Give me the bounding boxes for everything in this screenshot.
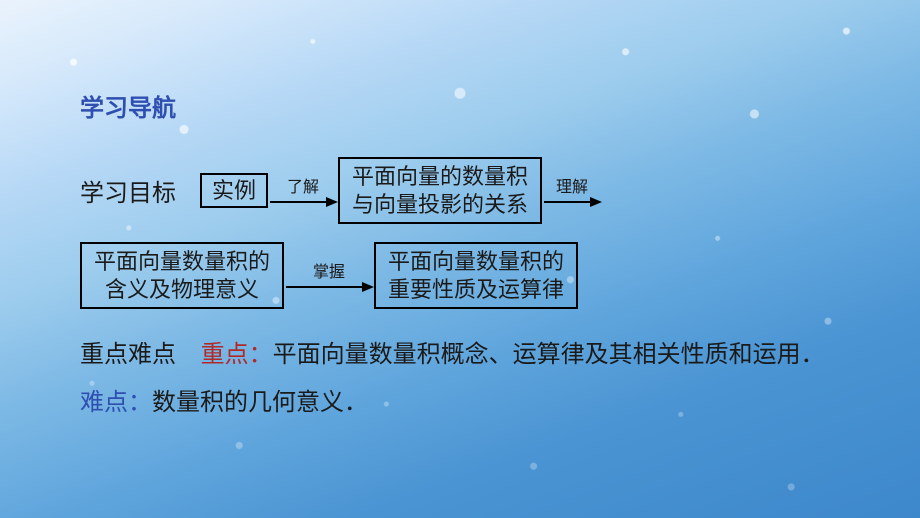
difficulty-text: 数量积的几何意义． bbox=[152, 389, 368, 416]
key-text: 平面向量数量积概念、运算律及其相关性质和运用． bbox=[273, 341, 825, 368]
box3-line1: 平面向量数量积的 bbox=[94, 248, 270, 276]
arrow-icon bbox=[542, 195, 602, 209]
box4-line1: 平面向量数量积的 bbox=[388, 248, 564, 276]
arrow-icon bbox=[284, 280, 374, 294]
keypoints-line-2: 难点：数量积的几何意义． bbox=[80, 379, 860, 427]
slide-content: 学习导航 学习目标 实例 了解 平面向量的数量积 与向量投影的关系 理解 平面向… bbox=[80, 88, 860, 427]
section-title: 学习导航 bbox=[80, 88, 860, 123]
flow-box-meaning: 平面向量数量积的 含义及物理意义 bbox=[80, 242, 284, 309]
flow-box-properties: 平面向量数量积的 重要性质及运算律 bbox=[374, 242, 578, 309]
difficulty-label: 难点： bbox=[80, 389, 152, 416]
box2-line1: 平面向量的数量积 bbox=[352, 163, 528, 191]
flow-arrow-3: 掌握 bbox=[284, 258, 374, 294]
flow-arrow-1: 了解 bbox=[268, 173, 338, 209]
flow-box-projection: 平面向量的数量积 与向量投影的关系 bbox=[338, 157, 542, 224]
box4-line2: 重要性质及运算律 bbox=[388, 276, 564, 304]
keypoints-line-1: 重点难点 重点：平面向量数量积概念、运算律及其相关性质和运用． bbox=[80, 331, 860, 379]
flow-row-1: 学习目标 实例 了解 平面向量的数量积 与向量投影的关系 理解 bbox=[80, 157, 860, 224]
arrow-label-comprehend: 理解 bbox=[556, 173, 588, 197]
keypoints-label: 重点难点 bbox=[80, 341, 176, 368]
flow-box-example: 实例 bbox=[200, 173, 268, 209]
key-label: 重点： bbox=[201, 341, 273, 368]
flow-row-2: 平面向量数量积的 含义及物理意义 掌握 平面向量数量积的 重要性质及运算律 bbox=[80, 242, 860, 309]
arrow-label-master: 掌握 bbox=[313, 258, 345, 282]
flow-arrow-2: 理解 bbox=[542, 173, 602, 209]
arrow-icon bbox=[268, 195, 338, 209]
objective-label: 学习目标 bbox=[80, 173, 176, 208]
box3-line2: 含义及物理意义 bbox=[94, 276, 270, 304]
box2-line2: 与向量投影的关系 bbox=[352, 191, 528, 219]
arrow-label-understand: 了解 bbox=[287, 173, 319, 197]
keypoints-block: 重点难点 重点：平面向量数量积概念、运算律及其相关性质和运用． 难点：数量积的几… bbox=[80, 331, 860, 427]
